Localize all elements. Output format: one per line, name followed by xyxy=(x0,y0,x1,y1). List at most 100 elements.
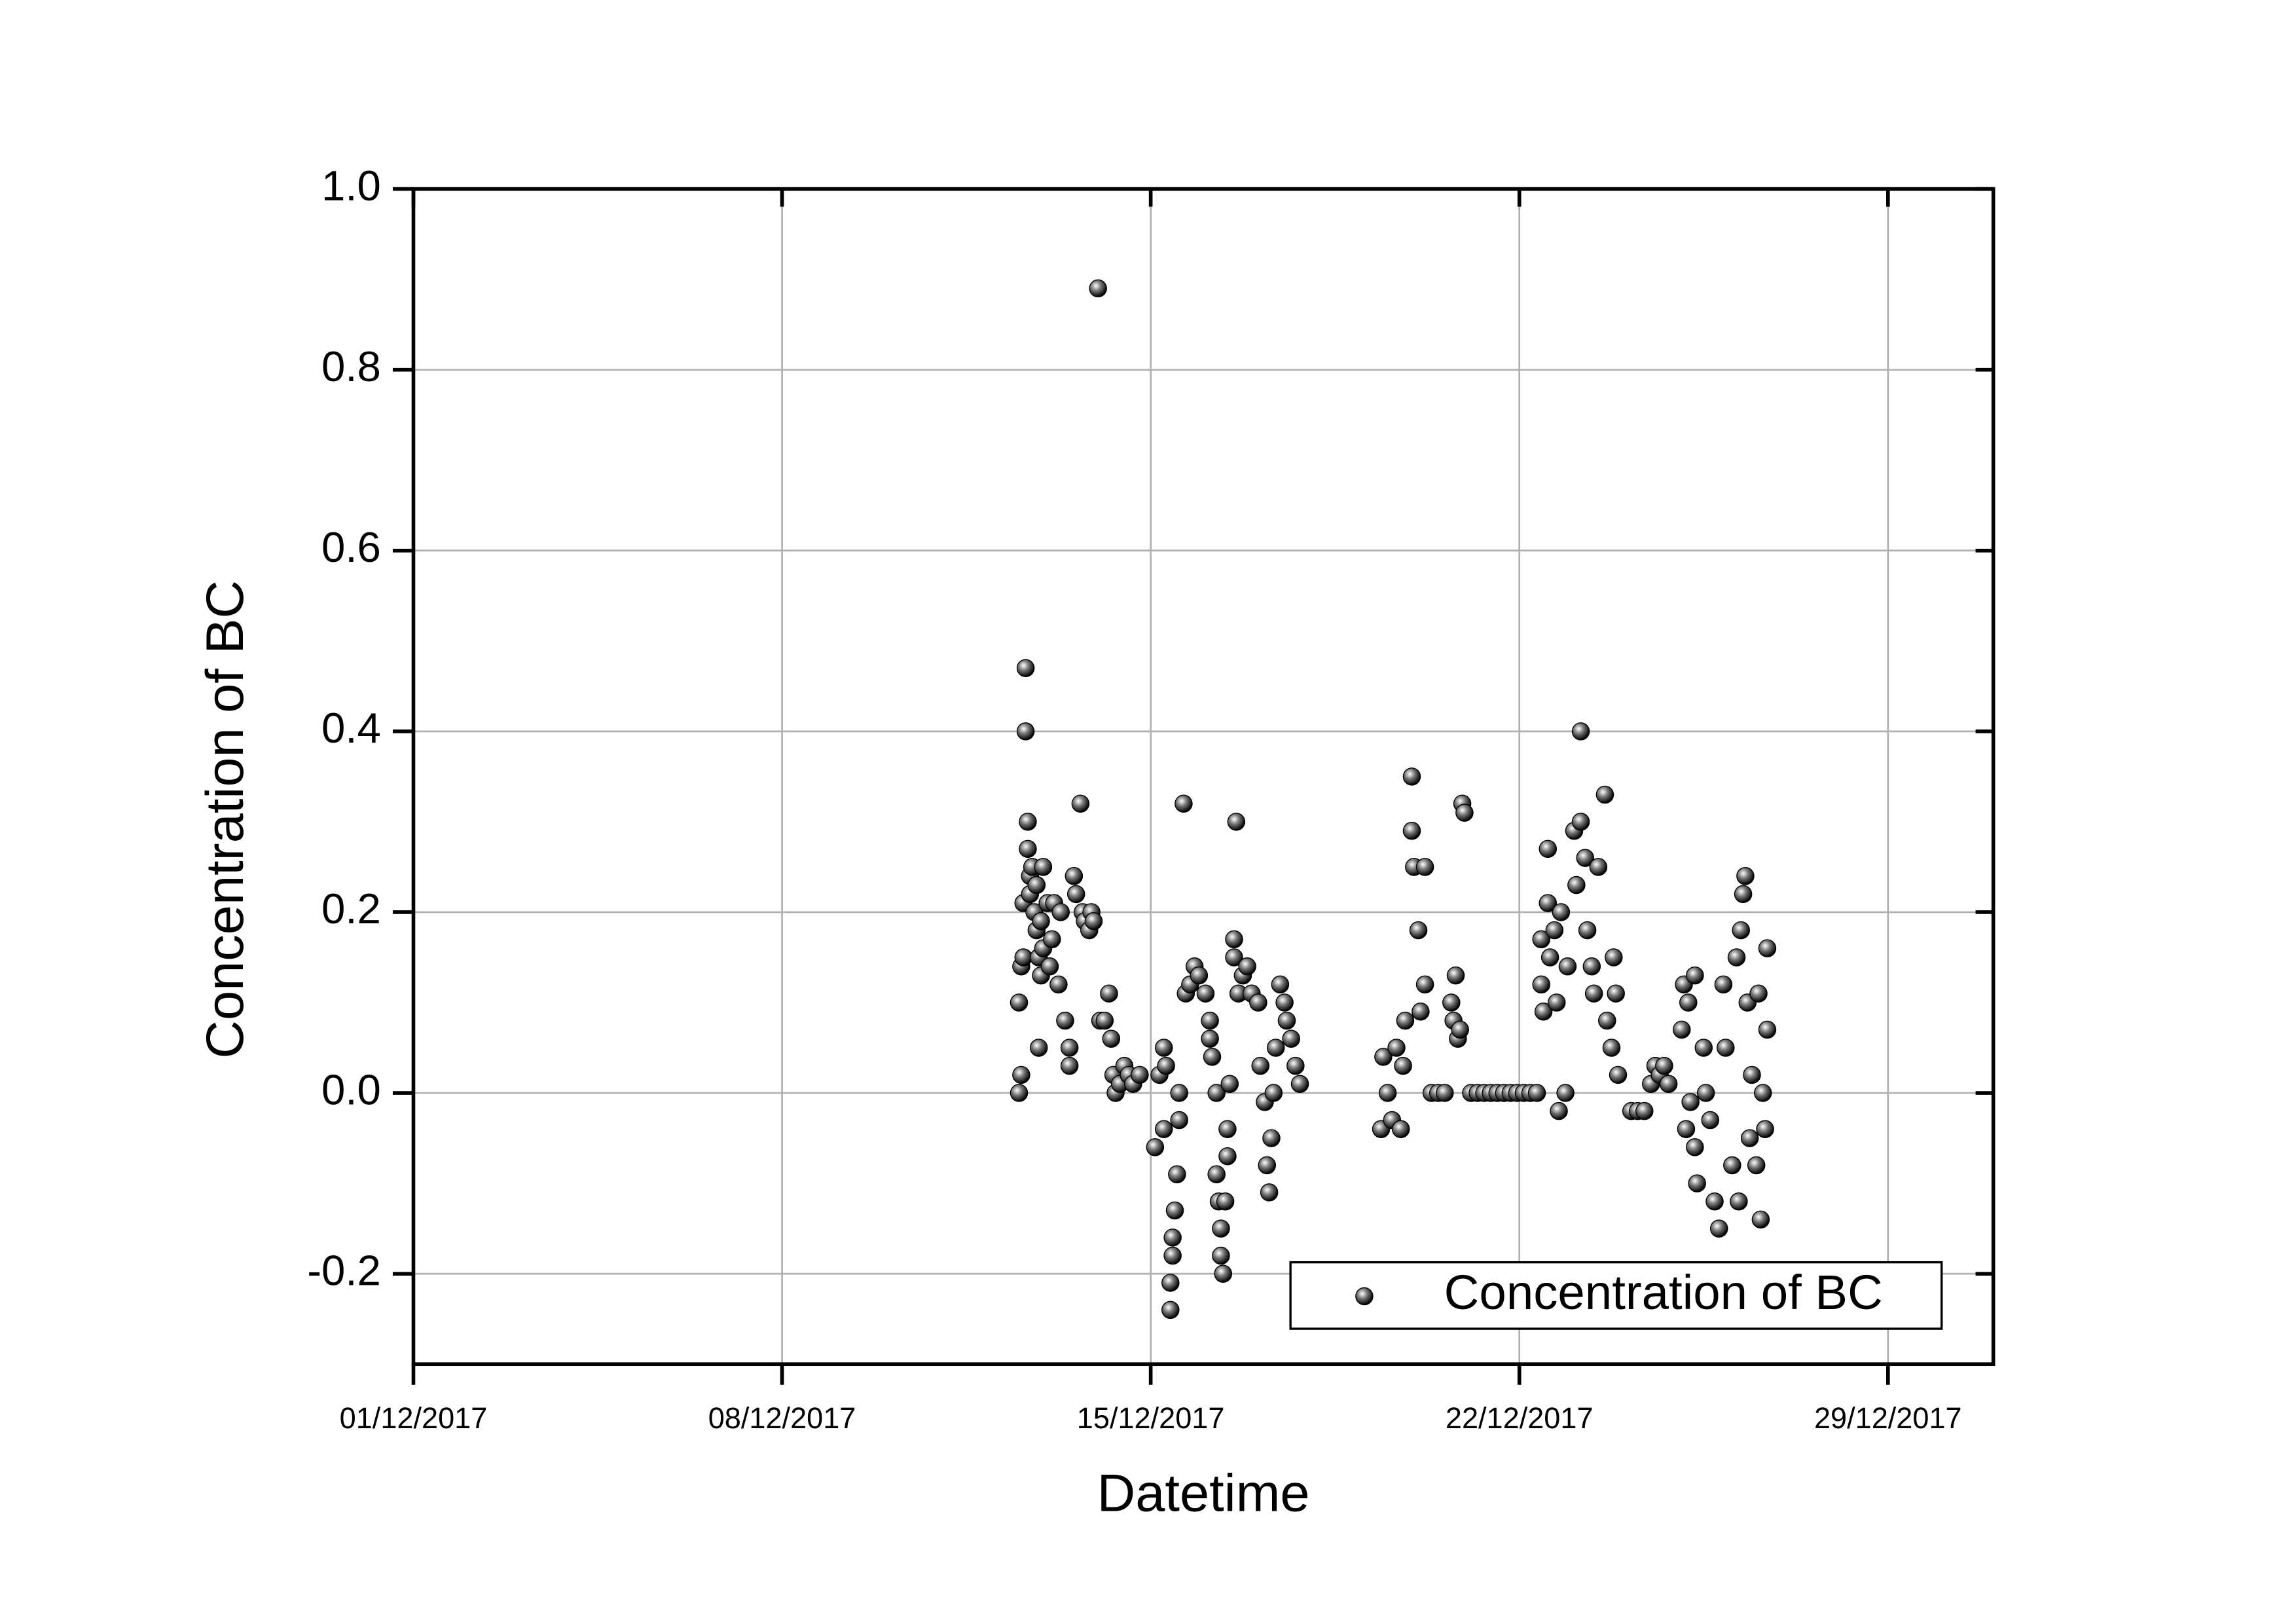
data-point xyxy=(1732,921,1750,940)
data-point xyxy=(1286,1056,1305,1075)
y-tick-label: 0.0 xyxy=(321,1065,381,1113)
y-tick-label: 0.2 xyxy=(321,885,381,932)
data-point xyxy=(1681,1093,1700,1111)
data-point xyxy=(1605,948,1623,967)
data-point xyxy=(1730,1192,1748,1211)
data-point xyxy=(1102,1029,1121,1048)
data-point xyxy=(1550,1101,1568,1120)
legend: Concentration of BC xyxy=(1289,1261,1943,1330)
data-point xyxy=(1203,1048,1222,1066)
data-point xyxy=(1207,1084,1226,1102)
y-tick-label: 1.0 xyxy=(321,162,381,210)
data-point xyxy=(1271,975,1290,994)
data-point xyxy=(1539,840,1558,858)
data-point xyxy=(1260,1183,1279,1202)
data-point xyxy=(1402,821,1421,840)
data-point xyxy=(1402,767,1421,786)
data-point xyxy=(1163,1228,1182,1247)
data-point xyxy=(1262,1129,1281,1147)
data-point xyxy=(1734,885,1753,904)
data-point xyxy=(1277,1011,1296,1030)
data-point xyxy=(1207,1165,1226,1184)
data-point xyxy=(1578,921,1597,940)
data-point xyxy=(1576,849,1595,867)
data-point xyxy=(1154,1039,1173,1057)
data-point xyxy=(1225,930,1243,949)
legend-marker xyxy=(1355,1287,1374,1306)
data-point xyxy=(1266,1039,1285,1057)
data-point xyxy=(1758,1020,1777,1039)
data-point xyxy=(1688,1174,1706,1192)
data-point xyxy=(1175,794,1193,813)
data-point xyxy=(1251,1056,1269,1075)
data-point xyxy=(1027,876,1046,895)
y-tick-label: 0.6 xyxy=(321,523,381,571)
data-point xyxy=(1290,1075,1309,1094)
data-point xyxy=(1527,1084,1546,1102)
data-point xyxy=(1409,921,1428,940)
data-points xyxy=(1010,279,1777,1320)
data-point xyxy=(1170,1111,1188,1130)
data-point xyxy=(1727,948,1746,967)
data-point xyxy=(1214,1264,1232,1283)
y-tick-label: 0.8 xyxy=(321,342,381,390)
y-tick-label: 0.4 xyxy=(321,704,381,752)
ticks: 01/12/2017 08/12/2017 15/12/2017 22/12/2017… xyxy=(307,162,1994,1435)
data-point xyxy=(1378,1084,1397,1102)
data-point xyxy=(1165,1201,1184,1220)
data-point xyxy=(1709,1219,1728,1238)
data-point xyxy=(1672,1020,1691,1039)
data-point xyxy=(1545,921,1564,940)
data-point xyxy=(1598,1011,1616,1030)
data-point xyxy=(1655,1056,1673,1075)
data-point xyxy=(1029,1039,1048,1057)
data-point xyxy=(1212,1246,1230,1265)
data-point xyxy=(1010,993,1029,1012)
data-point xyxy=(1753,1084,1772,1102)
x-tick-label: 15/12/2017 xyxy=(1077,1401,1225,1435)
data-point xyxy=(1060,1039,1079,1057)
data-point xyxy=(1282,1029,1300,1048)
data-point xyxy=(1686,966,1704,985)
data-point xyxy=(1571,722,1590,741)
x-tick-label: 08/12/2017 xyxy=(708,1401,856,1435)
data-point xyxy=(1539,894,1558,912)
data-point xyxy=(1756,1120,1774,1139)
data-point xyxy=(1201,1029,1219,1048)
data-point xyxy=(1558,957,1577,976)
data-point xyxy=(1442,993,1461,1012)
data-point xyxy=(1547,993,1566,1012)
data-point xyxy=(1258,1156,1277,1175)
data-point xyxy=(1446,966,1465,985)
y-tick-label: -0.2 xyxy=(307,1246,381,1294)
data-point xyxy=(1532,975,1550,994)
data-point xyxy=(1089,279,1107,298)
data-point xyxy=(1275,993,1294,1012)
data-point xyxy=(1415,975,1434,994)
data-point xyxy=(1751,1210,1770,1229)
data-point xyxy=(1019,813,1037,831)
y-axis-title: Concentration of BC xyxy=(196,580,255,1059)
data-point xyxy=(1216,1192,1235,1211)
data-point xyxy=(1146,1138,1165,1156)
data-point xyxy=(1532,930,1550,949)
data-point xyxy=(1161,1301,1180,1320)
data-point xyxy=(1060,1056,1079,1075)
x-axis-title: Datetime xyxy=(1097,1464,1310,1523)
x-tick-label: 29/12/2017 xyxy=(1814,1401,1962,1435)
data-point xyxy=(1679,993,1698,1012)
legend-box xyxy=(1289,1261,1943,1330)
data-point xyxy=(1249,993,1267,1012)
data-point xyxy=(1056,1011,1074,1030)
data-point xyxy=(1584,984,1603,1003)
data-point xyxy=(1168,1165,1186,1184)
data-point xyxy=(1394,1056,1412,1075)
data-point xyxy=(1696,1084,1715,1102)
data-point xyxy=(1227,813,1246,831)
x-tick-label: 22/12/2017 xyxy=(1446,1401,1594,1435)
data-point xyxy=(1534,1003,1553,1021)
data-point xyxy=(1084,912,1103,931)
data-point xyxy=(1701,1111,1720,1130)
